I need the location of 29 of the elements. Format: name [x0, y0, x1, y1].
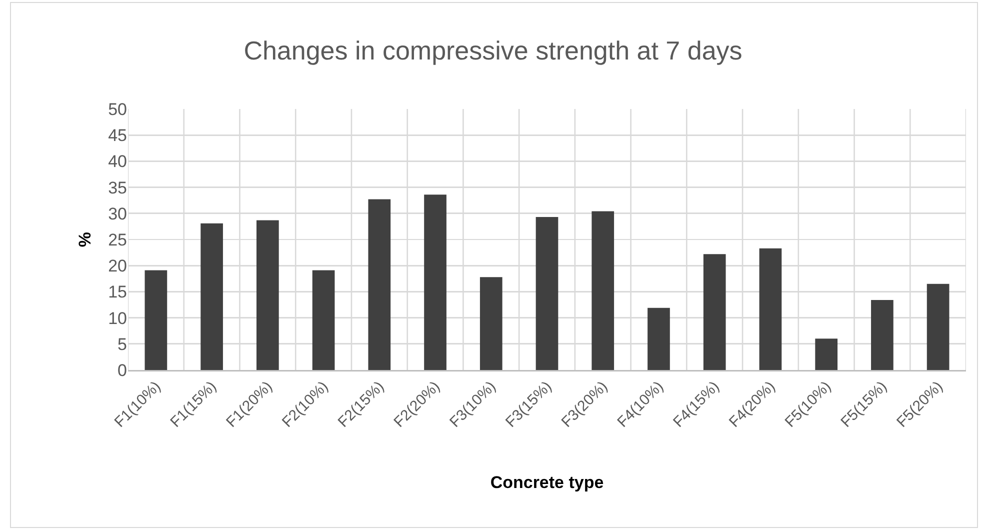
- chart-title: Changes in compressive strength at 7 days: [244, 36, 742, 66]
- bar: [312, 270, 335, 370]
- bar: [815, 338, 838, 370]
- bar: [368, 199, 391, 370]
- bar: [536, 217, 558, 370]
- bar: [144, 270, 168, 370]
- bar: [926, 284, 950, 370]
- bar: [592, 211, 614, 370]
- bar: [200, 223, 223, 370]
- y-tick-label: 10: [108, 308, 127, 328]
- y-axis-title: %: [76, 232, 95, 248]
- y-tick-label: 40: [108, 152, 127, 172]
- y-tick-label: 20: [108, 256, 127, 276]
- bar: [256, 220, 279, 370]
- bar: [703, 254, 726, 370]
- y-tick-label: 50: [108, 100, 127, 119]
- bar: [480, 277, 502, 370]
- y-tick-label: 5: [118, 334, 127, 354]
- x-axis-title: Concrete type: [490, 472, 604, 492]
- bar: [424, 194, 446, 370]
- y-tick-label: 0: [118, 360, 127, 380]
- y-tick-label: 35: [108, 178, 127, 198]
- y-tick-label: 25: [108, 230, 127, 250]
- y-tick-label: 45: [108, 126, 127, 146]
- bar: [759, 248, 782, 370]
- bar: [871, 300, 894, 370]
- bar: [648, 308, 670, 370]
- y-tick-label: 15: [108, 282, 127, 302]
- y-tick-label: 30: [108, 204, 127, 224]
